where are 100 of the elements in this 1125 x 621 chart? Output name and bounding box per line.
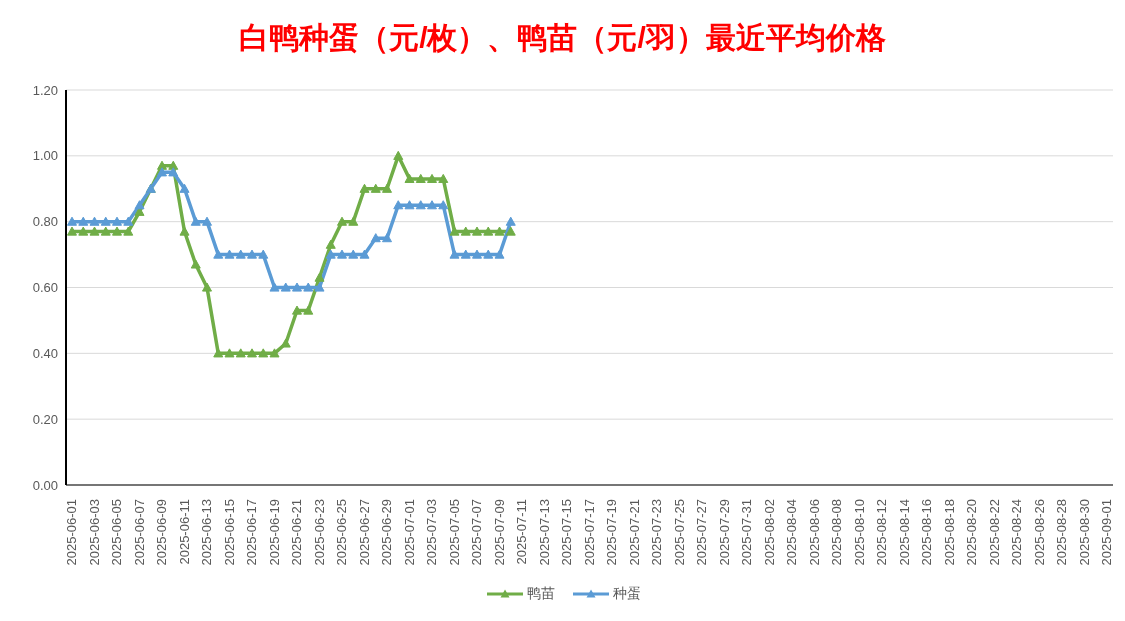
- point: [460, 226, 471, 236]
- point: [472, 249, 482, 259]
- point: [303, 282, 314, 292]
- point: [123, 216, 134, 226]
- point: [449, 249, 460, 259]
- point: [505, 226, 516, 236]
- point: [168, 167, 179, 177]
- x-tick-label: 2025-06-27: [356, 499, 372, 566]
- point: [404, 200, 415, 210]
- point: [89, 226, 100, 236]
- legend-label: 种蛋: [611, 585, 641, 603]
- point: [224, 348, 235, 358]
- x-tick-label: 2025-06-03: [86, 499, 102, 566]
- point: [483, 249, 494, 259]
- x-tick-label: 2025-06-09: [154, 499, 169, 566]
- x-tick-label: 2025-08-30: [1076, 499, 1092, 566]
- point: [370, 233, 381, 243]
- point: [280, 282, 291, 292]
- point: [438, 200, 449, 210]
- point: [112, 226, 122, 236]
- point: [427, 200, 437, 210]
- x-tick-label: 2025-08-22: [986, 499, 1002, 566]
- x-tick-label: 2025-07-25: [671, 499, 687, 566]
- x-tick-label: 2025-06-11: [176, 499, 192, 565]
- point: [269, 348, 280, 358]
- point: [427, 173, 437, 183]
- point: [404, 173, 415, 183]
- x-tick-label: 2025-08-26: [1031, 499, 1047, 566]
- point: [247, 249, 257, 259]
- y-tick-label: 0.60: [32, 280, 58, 296]
- point: [292, 282, 302, 292]
- point: [134, 200, 145, 210]
- y-tick-label: 0.80: [32, 214, 58, 230]
- point: [168, 160, 179, 170]
- x-tick-label: 2025-07-09: [491, 499, 507, 566]
- point: [325, 239, 336, 249]
- x-tick-label: 2025-07-03: [424, 499, 439, 566]
- x-tick-label: 2025-07-01: [401, 499, 417, 566]
- point: [157, 167, 167, 177]
- y-tick-label: 1.20: [32, 82, 58, 98]
- x-tick-label: 2025-06-13: [199, 499, 214, 566]
- point: [415, 200, 426, 210]
- point: [370, 183, 381, 193]
- point: [247, 348, 257, 358]
- x-tick-label: 2025-08-06: [806, 499, 822, 566]
- point: [202, 282, 212, 292]
- x-tick-label: 2025-07-31: [739, 499, 754, 566]
- x-tick-label: 2025-06-05: [109, 499, 124, 566]
- x-tick-label: 2025-06-01: [64, 499, 79, 566]
- point: [483, 226, 494, 236]
- x-tick-label: 2025-07-29: [716, 499, 732, 566]
- x-tick-label: 2025-07-23: [649, 499, 664, 566]
- x-tick-label: 2025-07-05: [446, 499, 462, 566]
- y-tick-label: 1.00: [32, 148, 58, 164]
- point: [494, 226, 505, 236]
- x-tick-label: 2025-08-28: [1054, 499, 1069, 566]
- point: [438, 173, 449, 183]
- x-tick-label: 2025-08-10: [851, 499, 867, 566]
- x-tick-label: 2025-07-19: [604, 499, 619, 566]
- point: [100, 216, 111, 226]
- point: [235, 348, 246, 358]
- point: [292, 305, 302, 315]
- x-tick-label: 2025-06-07: [131, 499, 147, 566]
- x-tick-label: 2025-06-25: [334, 499, 349, 566]
- point: [100, 226, 111, 236]
- x-tick-label: 2025-07-13: [536, 499, 552, 566]
- x-tick-label: 2025-08-08: [829, 499, 844, 566]
- point: [123, 226, 134, 236]
- point: [359, 183, 370, 193]
- x-tick-label: 2025-08-20: [964, 499, 979, 566]
- point: [224, 249, 235, 259]
- point: [472, 226, 482, 236]
- point: [415, 173, 426, 183]
- x-tick-label: 2025-07-07: [469, 499, 484, 566]
- x-tick-label: 2025-08-24: [1009, 499, 1024, 566]
- point: [348, 216, 359, 226]
- point: [269, 282, 280, 292]
- point: [505, 216, 516, 226]
- point: [393, 150, 404, 160]
- point: [190, 259, 201, 269]
- x-tick-label: 2025-07-27: [694, 499, 709, 566]
- point: [303, 305, 314, 315]
- x-tick-label: 2025-06-19: [266, 499, 282, 566]
- y-tick-label: 0.20: [32, 411, 58, 427]
- x-tick-label: 2025-06-17: [244, 499, 259, 566]
- point: [112, 216, 122, 226]
- point: [67, 216, 77, 226]
- x-tick-label: 2025-08-16: [919, 499, 934, 566]
- chart-title: 白鸭种蛋（元/枚）、鸭苗（元/羽）最近平均价格: [238, 20, 887, 56]
- point: [280, 338, 291, 348]
- point: [382, 233, 392, 243]
- point: [202, 216, 212, 226]
- x-tick-label: 2025-07-15: [559, 499, 574, 566]
- x-tick-label: 2025-07-21: [626, 499, 642, 566]
- point: [89, 216, 100, 226]
- point: [348, 249, 359, 259]
- x-tick-label: 2025-07-11: [514, 499, 529, 565]
- point: [258, 348, 269, 358]
- point: [235, 249, 246, 259]
- x-tick-label: 2025-08-14: [896, 499, 912, 566]
